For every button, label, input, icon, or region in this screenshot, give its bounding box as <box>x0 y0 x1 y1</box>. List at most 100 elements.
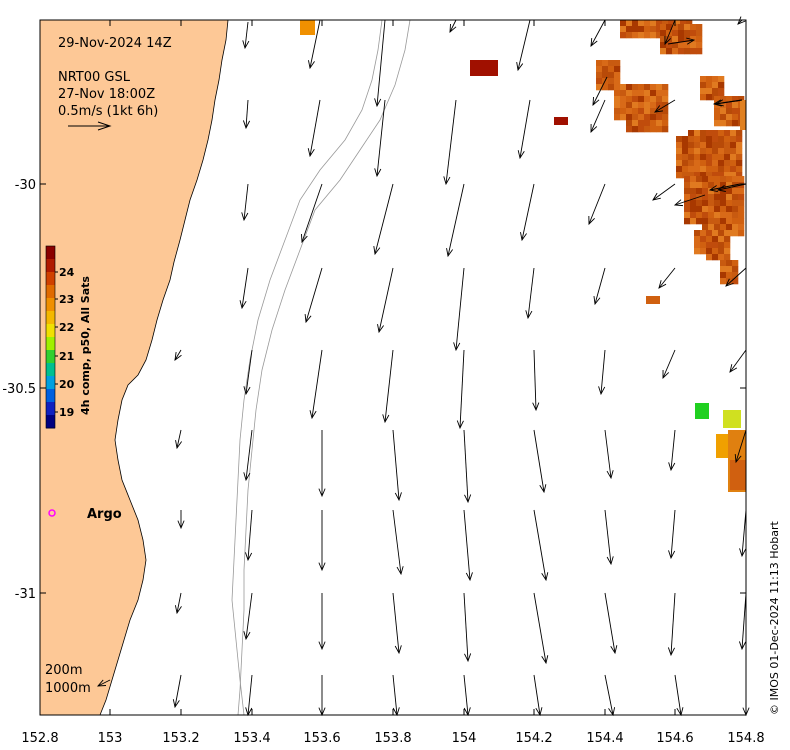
sst-cell <box>680 20 687 27</box>
sst-cell <box>720 96 727 103</box>
sst-cell <box>626 90 633 97</box>
sst-cell <box>632 20 639 27</box>
sst-cell <box>690 212 697 219</box>
sst-cell <box>638 20 645 27</box>
colorbar-tick-label: 24 <box>59 266 75 279</box>
x-tick-label: 153 <box>98 731 123 746</box>
sst-cell <box>632 96 639 103</box>
sst-cell <box>700 248 707 255</box>
current-vector <box>449 19 457 33</box>
current-vector <box>392 509 402 575</box>
sst-cell <box>682 166 689 173</box>
current-vector-head <box>175 440 183 450</box>
current-vector <box>604 429 612 479</box>
sst-cell <box>638 84 645 91</box>
sst-cell <box>726 176 733 183</box>
sst-cell <box>690 176 697 183</box>
colorbar-tick-label: 19 <box>59 406 74 419</box>
sst-cell <box>702 206 709 213</box>
current-vector <box>670 429 676 471</box>
x-tick-label: 154.2 <box>515 731 552 746</box>
sst-cell <box>644 84 651 91</box>
sst-cell <box>724 148 731 155</box>
sst-cell <box>620 90 627 97</box>
sst-cell <box>696 36 703 43</box>
colorbar-segment <box>46 298 55 312</box>
colorbar-segment <box>46 363 55 377</box>
sst-cell <box>690 200 697 207</box>
sst-cell <box>708 224 715 231</box>
current-vector-head <box>245 552 253 562</box>
sst-cell <box>626 120 633 127</box>
sst-cell <box>656 32 663 39</box>
current-vector <box>301 183 323 243</box>
sst-cell <box>723 410 741 428</box>
sst-cell <box>738 194 745 201</box>
sst-cell <box>708 212 715 219</box>
current-vector <box>592 76 608 106</box>
current-vector-head <box>662 369 670 380</box>
sst-cell <box>720 218 727 225</box>
current-vector <box>600 349 606 395</box>
sst-cell <box>644 96 651 103</box>
sst-cell <box>690 30 697 37</box>
sst-cell <box>732 120 739 127</box>
sst-cell <box>688 160 695 167</box>
sst-cell <box>714 218 721 225</box>
current-vector-head <box>243 631 251 641</box>
sst-cell <box>730 154 737 161</box>
scale-label: 0.5m/s (1kt 6h) <box>58 104 158 119</box>
sst-cell <box>708 206 715 213</box>
sst-colorbar: 24 23 22 21 20 19 <box>45 245 75 429</box>
credit-text: © IMOS 01-Dec-2024 11:13 Hobart <box>768 520 781 715</box>
current-vector <box>709 183 741 191</box>
sst-cell <box>688 172 695 179</box>
sst-cell <box>632 120 639 127</box>
sst-cell <box>720 114 727 121</box>
current-vector-head <box>382 414 390 424</box>
current-vector-head <box>590 123 598 134</box>
colorbar-segment <box>46 389 55 403</box>
sst-cell <box>684 206 691 213</box>
current-vector-head <box>373 246 381 256</box>
sst-cell <box>696 206 703 213</box>
sst-cell <box>608 78 615 85</box>
sst-cell <box>726 212 733 219</box>
current-vector-head <box>588 215 595 226</box>
sst-cell <box>726 278 733 285</box>
sst-cell <box>596 84 603 91</box>
sst-cell <box>700 136 707 143</box>
sst-cell <box>720 194 727 201</box>
sst-cell <box>644 108 651 115</box>
colorbar-segment <box>46 376 55 390</box>
colorbar-tick-label: 23 <box>59 293 74 306</box>
sst-cell <box>684 212 691 219</box>
colorbar-tick-label: 22 <box>59 321 74 334</box>
current-vector-head <box>177 520 185 530</box>
sst-cell <box>712 242 719 249</box>
sst-cell <box>656 114 663 121</box>
current-vector <box>652 183 676 201</box>
sst-cell <box>644 120 651 127</box>
current-vector <box>725 267 747 287</box>
sst-cell <box>684 48 691 55</box>
sst-cell <box>660 42 667 49</box>
sst-cell <box>708 182 715 189</box>
sst-cell <box>644 20 651 27</box>
sst-cell <box>714 176 721 183</box>
current-vector <box>247 674 253 716</box>
sst-cell <box>706 248 713 255</box>
sst-cell <box>720 224 727 231</box>
sst-cell <box>712 248 719 255</box>
sst-cell <box>660 24 667 31</box>
current-vector-head <box>301 233 308 244</box>
y-tick-label: -30 <box>15 178 36 193</box>
sst-cell <box>694 230 701 237</box>
sst-cell <box>714 182 721 189</box>
current-vector <box>392 674 398 716</box>
sst-cell <box>706 130 713 137</box>
sst-cell <box>620 102 627 109</box>
sst-cell <box>720 102 727 109</box>
sst-cell <box>662 20 669 27</box>
isobath-200-label: 200m <box>45 663 82 678</box>
